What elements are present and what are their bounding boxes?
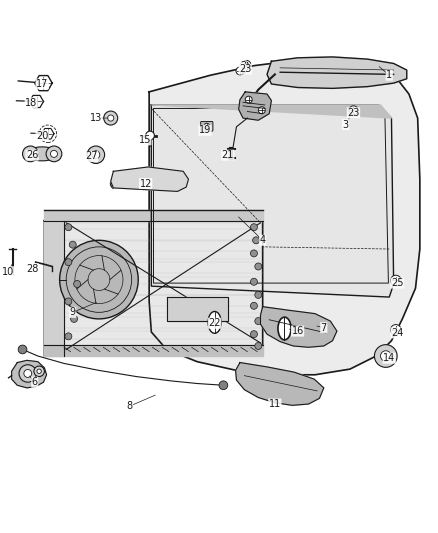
Polygon shape <box>149 59 420 375</box>
Circle shape <box>27 150 34 157</box>
Text: 20: 20 <box>36 131 48 141</box>
Polygon shape <box>239 92 272 120</box>
Text: 4: 4 <box>260 235 266 245</box>
Circle shape <box>50 150 57 157</box>
Polygon shape <box>44 215 263 356</box>
Text: 24: 24 <box>391 328 403 338</box>
Circle shape <box>71 316 78 322</box>
Text: 9: 9 <box>70 308 76 317</box>
Circle shape <box>204 123 210 130</box>
Ellipse shape <box>278 317 291 340</box>
Polygon shape <box>12 360 46 388</box>
Text: 26: 26 <box>26 150 39 160</box>
Text: 25: 25 <box>391 278 403 288</box>
Text: 14: 14 <box>383 353 396 363</box>
Text: 23: 23 <box>239 64 251 74</box>
Circle shape <box>65 224 72 231</box>
Polygon shape <box>236 362 324 405</box>
Circle shape <box>65 298 72 305</box>
Circle shape <box>22 146 38 161</box>
Polygon shape <box>152 105 392 118</box>
Text: 22: 22 <box>208 318 221 328</box>
Polygon shape <box>44 345 263 356</box>
Polygon shape <box>152 105 394 297</box>
Circle shape <box>104 111 118 125</box>
Circle shape <box>245 96 252 103</box>
Text: 7: 7 <box>321 322 327 333</box>
Circle shape <box>24 369 32 377</box>
FancyBboxPatch shape <box>201 122 213 131</box>
Text: 19: 19 <box>199 125 211 135</box>
Text: 1: 1 <box>386 70 392 80</box>
Polygon shape <box>29 95 43 108</box>
Ellipse shape <box>26 147 59 161</box>
Text: 2: 2 <box>240 61 246 71</box>
Circle shape <box>108 115 114 121</box>
Circle shape <box>46 146 62 161</box>
Circle shape <box>87 146 105 164</box>
Circle shape <box>65 333 72 340</box>
Circle shape <box>251 330 258 338</box>
Polygon shape <box>44 221 64 356</box>
Text: 13: 13 <box>90 113 102 123</box>
Circle shape <box>381 351 391 361</box>
Circle shape <box>240 61 249 70</box>
Text: 6: 6 <box>32 377 38 387</box>
Text: 10: 10 <box>3 266 15 277</box>
Circle shape <box>238 66 246 74</box>
Circle shape <box>258 107 265 114</box>
Circle shape <box>92 151 100 159</box>
Text: 12: 12 <box>139 179 152 189</box>
Circle shape <box>74 280 81 287</box>
Circle shape <box>255 292 262 298</box>
Circle shape <box>251 302 258 309</box>
Circle shape <box>146 131 154 140</box>
Circle shape <box>37 369 41 374</box>
Circle shape <box>391 325 401 335</box>
Polygon shape <box>44 210 263 221</box>
Circle shape <box>255 343 262 350</box>
Circle shape <box>251 250 258 257</box>
Polygon shape <box>261 306 337 348</box>
Circle shape <box>69 241 76 248</box>
Text: 17: 17 <box>36 79 48 89</box>
Circle shape <box>251 224 258 231</box>
Circle shape <box>255 318 262 325</box>
Circle shape <box>374 345 397 367</box>
Circle shape <box>251 278 258 285</box>
Text: 8: 8 <box>127 401 133 411</box>
Circle shape <box>391 275 401 286</box>
Circle shape <box>19 365 36 382</box>
Text: 3: 3 <box>343 119 349 130</box>
Text: 28: 28 <box>26 264 39 273</box>
Circle shape <box>236 67 244 75</box>
Ellipse shape <box>208 311 221 333</box>
Circle shape <box>349 106 358 115</box>
Text: 16: 16 <box>291 326 304 336</box>
Text: 18: 18 <box>25 98 37 108</box>
Polygon shape <box>111 167 188 191</box>
Circle shape <box>255 263 262 270</box>
Text: 27: 27 <box>85 151 98 161</box>
Circle shape <box>34 366 44 376</box>
Circle shape <box>18 345 27 354</box>
Circle shape <box>60 240 138 319</box>
Text: 23: 23 <box>347 108 360 118</box>
Circle shape <box>242 60 251 69</box>
Text: 21: 21 <box>222 150 234 160</box>
Text: 15: 15 <box>138 135 151 145</box>
Polygon shape <box>267 57 407 88</box>
Text: 11: 11 <box>269 399 281 409</box>
Polygon shape <box>42 128 54 139</box>
Polygon shape <box>35 76 52 91</box>
Circle shape <box>253 237 260 244</box>
Circle shape <box>65 259 72 265</box>
Polygon shape <box>166 297 228 321</box>
Circle shape <box>219 381 228 390</box>
